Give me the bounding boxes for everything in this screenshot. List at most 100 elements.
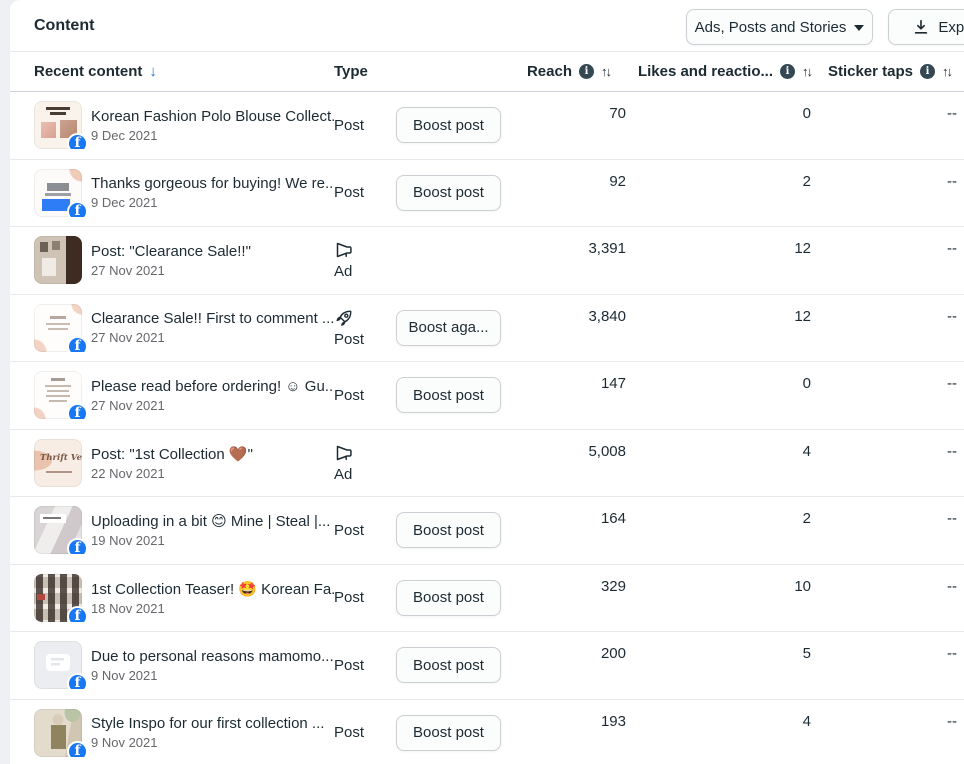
- type-cell: Post: [334, 589, 396, 606]
- column-header-type: Type: [334, 63, 396, 80]
- post-date: 9 Dec 2021: [91, 195, 158, 211]
- facebook-badge-icon: f: [67, 403, 88, 420]
- type-label: Post: [334, 184, 365, 202]
- reach-value: 3,840: [588, 307, 626, 325]
- likes-value: 2: [802, 510, 811, 527]
- likes-value: 12: [794, 307, 811, 325]
- post-title[interactable]: Clearance Sale!! First to comment ...: [91, 310, 334, 328]
- table-row: f Clearance Sale!! First to comment ... …: [10, 295, 964, 362]
- post-title[interactable]: Due to personal reasons mamomo...: [91, 647, 334, 665]
- post-thumbnail[interactable]: f: [34, 168, 88, 217]
- action-cell: Boost post: [396, 107, 516, 144]
- boost-button[interactable]: Boost post: [396, 647, 501, 684]
- post-title[interactable]: 1st Collection Teaser! 🤩 Korean Fa...: [91, 580, 334, 598]
- post-title[interactable]: Please read before ordering! ☺ Gu...: [91, 377, 334, 395]
- post-date: 9 Dec 2021: [91, 127, 158, 143]
- reach-value: 3,391: [588, 240, 626, 257]
- facebook-badge-icon: f: [67, 538, 88, 555]
- action-cell: Boost aga...: [396, 309, 516, 346]
- action-cell: Boost post: [396, 647, 516, 684]
- type-label: Post: [334, 116, 365, 134]
- table-row: f Korean Fashion Polo Blouse Collect... …: [10, 92, 964, 160]
- reach-label: Reach: [526, 63, 572, 80]
- boost-button-label: Boost post: [413, 724, 484, 742]
- sort-toggle-icon[interactable]: ↑↓: [601, 64, 612, 79]
- post-title[interactable]: Uploading in a bit 😊 Mine | Steal |...: [91, 513, 331, 531]
- type-label: Ad: [334, 465, 353, 483]
- table-body: f Korean Fashion Polo Blouse Collect... …: [10, 92, 964, 764]
- action-cell: Boost post: [396, 377, 516, 414]
- facebook-badge-icon: f: [67, 133, 88, 150]
- table-row: Post: "Clearance Sale!!" 27 Nov 2021 Ad …: [10, 227, 964, 295]
- sticker-taps-value: --: [947, 105, 957, 122]
- boost-button[interactable]: Boost post: [396, 579, 501, 616]
- column-header-recent-content[interactable]: Recent content ↓: [34, 63, 334, 80]
- type-cell: Post: [334, 522, 396, 539]
- post-thumbnail[interactable]: [34, 236, 82, 285]
- boost-button-label: Boost post: [413, 116, 484, 134]
- post-text-block: 1st Collection Teaser! 🤩 Korean Fa... 18…: [91, 580, 334, 616]
- likes-value: 4: [802, 442, 811, 460]
- title-bar: Content Ads, Posts and Stories Export: [10, 0, 964, 52]
- post-thumbnail[interactable]: f: [34, 371, 88, 420]
- boost-button[interactable]: Boost post: [396, 174, 501, 211]
- post-title[interactable]: Style Inspo for our first collection ...: [91, 715, 325, 733]
- sticker-taps-value: --: [947, 375, 957, 392]
- facebook-badge-icon: f: [67, 740, 88, 757]
- boost-button[interactable]: Boost aga...: [396, 309, 501, 346]
- likes-value: 4: [802, 712, 811, 730]
- table-row: f Uploading in a bit 😊 Mine | Steal |...…: [10, 497, 964, 565]
- boost-button-label: Boost post: [413, 521, 484, 539]
- reach-value: 329: [600, 577, 626, 595]
- type-label: Type: [334, 63, 368, 80]
- boost-button[interactable]: Boost post: [396, 714, 501, 751]
- post-text-block: Korean Fashion Polo Blouse Collect... 9 …: [91, 108, 334, 143]
- type-label: Post: [334, 330, 365, 348]
- post-date: 27 Nov 2021: [91, 397, 165, 413]
- reach-value: 200: [600, 645, 626, 662]
- post-text-block: Thanks gorgeous for buying! We re... 9 D…: [91, 175, 334, 210]
- boost-button[interactable]: Boost post: [396, 377, 501, 414]
- post-thumbnail[interactable]: f: [34, 506, 88, 555]
- post-title[interactable]: Thanks gorgeous for buying! We re...: [91, 175, 334, 193]
- sort-toggle-icon[interactable]: ↑↓: [942, 64, 953, 79]
- export-label: Export: [938, 18, 964, 36]
- post-text-block: Uploading in a bit 😊 Mine | Steal |... 1…: [91, 512, 334, 548]
- post-thumbnail[interactable]: f: [34, 303, 88, 352]
- post-thumbnail[interactable]: f: [34, 101, 88, 150]
- info-icon[interactable]: i: [780, 64, 795, 79]
- type-label: Ad: [334, 263, 353, 281]
- page-title: Content: [34, 16, 95, 34]
- post-date: 18 Nov 2021: [91, 600, 165, 616]
- facebook-badge-icon: f: [67, 200, 88, 217]
- post-thumbnail[interactable]: [34, 438, 82, 487]
- likes-label: Likes and reactio...: [637, 63, 773, 80]
- table-header-row: Recent content ↓ Type Reach i ↑↓ Likes a…: [10, 52, 964, 92]
- likes-value: 10: [794, 577, 811, 595]
- boost-button[interactable]: Boost post: [396, 107, 501, 144]
- post-thumbnail[interactable]: f: [34, 708, 88, 757]
- type-label: Post: [334, 589, 365, 607]
- post-title[interactable]: Korean Fashion Polo Blouse Collect...: [91, 107, 334, 125]
- content-type-filter-dropdown[interactable]: Ads, Posts and Stories: [686, 9, 873, 45]
- type-cell: Post: [334, 184, 396, 201]
- sticker-taps-value: --: [947, 307, 957, 325]
- likes-value: 0: [802, 375, 811, 392]
- table-row: f 1st Collection Teaser! 🤩 Korean Fa... …: [10, 565, 964, 632]
- post-thumbnail[interactable]: f: [34, 641, 88, 690]
- export-button[interactable]: Export: [888, 9, 964, 45]
- reach-value: 164: [600, 510, 626, 527]
- sort-toggle-icon[interactable]: ↑↓: [802, 64, 813, 79]
- post-title[interactable]: Post: "Clearance Sale!!": [91, 242, 251, 260]
- sort-descending-icon: ↓: [149, 63, 157, 80]
- reach-value: 5,008: [588, 442, 626, 460]
- info-icon[interactable]: i: [579, 64, 594, 79]
- info-icon[interactable]: i: [920, 64, 935, 79]
- post-text-block: Style Inspo for our first collection ...…: [91, 715, 334, 750]
- post-title[interactable]: Post: "1st Collection 🤎": [91, 445, 253, 463]
- boost-button[interactable]: Boost post: [396, 512, 501, 549]
- post-text-block: Post: "1st Collection 🤎" 22 Nov 2021: [91, 445, 334, 481]
- reach-value: 147: [600, 375, 626, 392]
- post-thumbnail[interactable]: f: [34, 573, 88, 622]
- rocket-icon: [334, 308, 354, 328]
